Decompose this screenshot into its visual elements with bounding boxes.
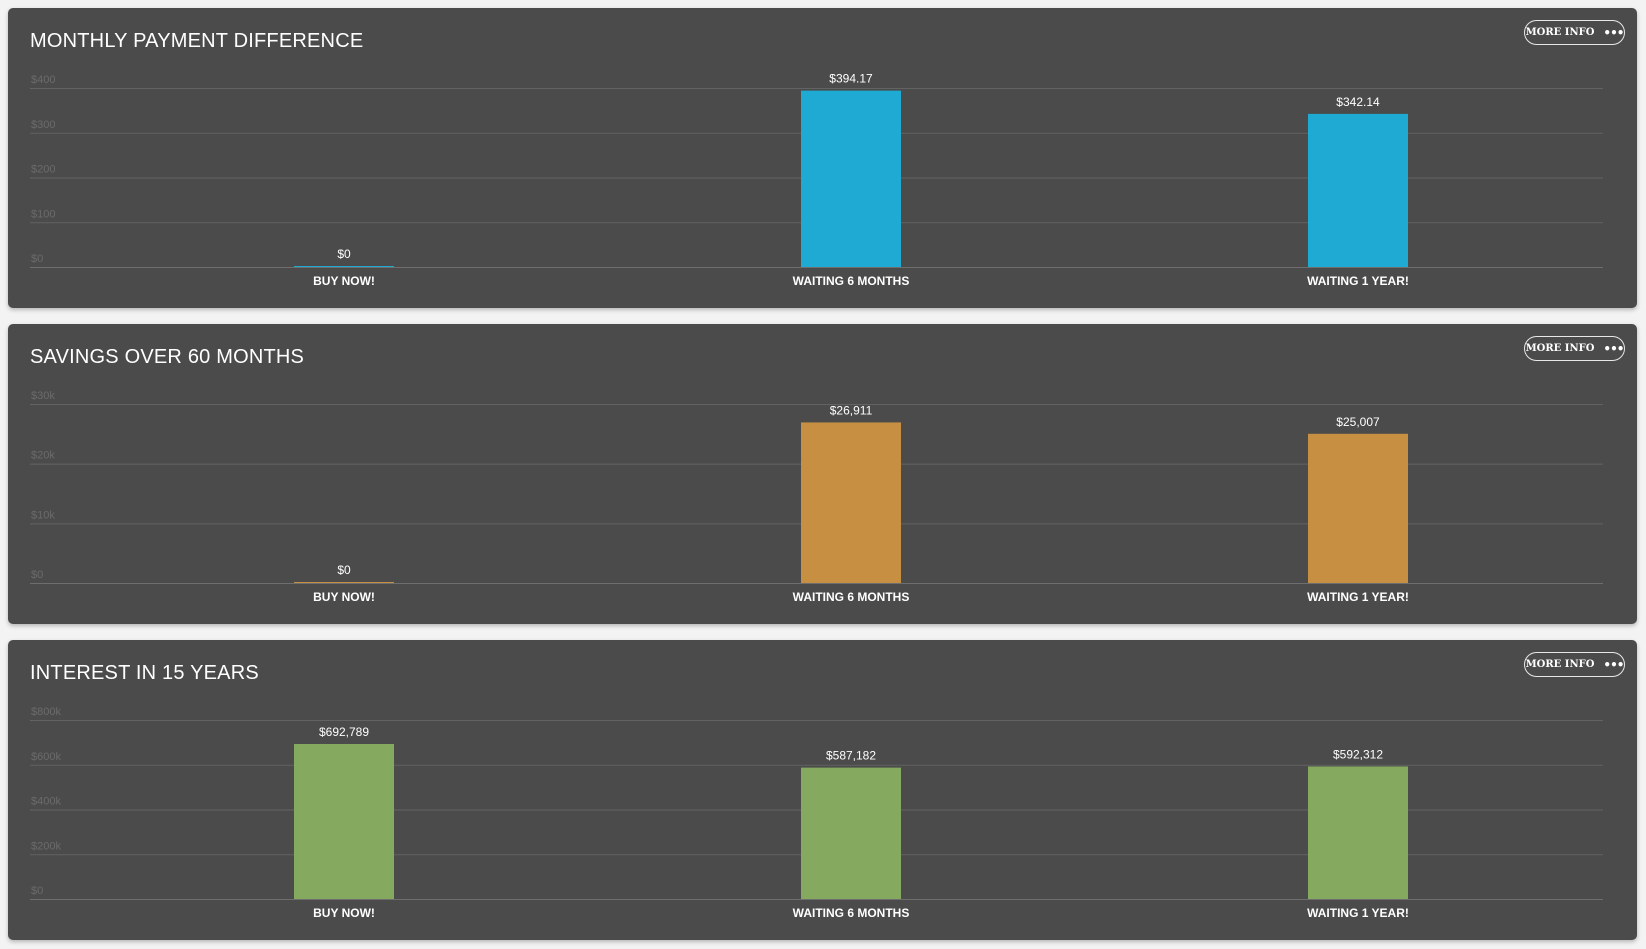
y-tick-label: $20k bbox=[31, 450, 55, 462]
data-label: $25,007 bbox=[1336, 415, 1380, 429]
category-label: WAITING 1 YEAR! bbox=[1307, 590, 1409, 604]
more-info-button[interactable]: MORE INFO ••• bbox=[1524, 652, 1625, 677]
category-label: WAITING 6 MONTHS bbox=[793, 906, 910, 920]
data-label: $394.17 bbox=[829, 72, 873, 86]
more-info-button[interactable]: MORE INFO ••• bbox=[1524, 20, 1625, 45]
data-label: $0 bbox=[337, 563, 351, 577]
panel-title: INTEREST IN 15 YEARS bbox=[30, 662, 259, 684]
savings-bar-chart: $0 $10k $20k $30k $0 BUY NOW! $26,911 WAITING 6… bbox=[30, 390, 1603, 604]
bar bbox=[294, 582, 394, 583]
dots-horizontal-icon: ••• bbox=[1603, 25, 1624, 40]
dots-horizontal-icon: ••• bbox=[1603, 341, 1624, 356]
data-label: $592,312 bbox=[1333, 747, 1383, 761]
category-label: WAITING 6 MONTHS bbox=[793, 590, 910, 604]
y-tick-label: $200k bbox=[31, 840, 61, 852]
bar bbox=[1308, 766, 1408, 899]
bar bbox=[801, 90, 901, 268]
panel-title: MONTHLY PAYMENT DIFFERENCE bbox=[30, 30, 364, 52]
chart-panel-interest: INTEREST IN 15 YEARS MORE INFO ••• $0 $20… bbox=[8, 640, 1637, 940]
category-label: BUY NOW! bbox=[313, 590, 375, 604]
y-tick-label: $800k bbox=[31, 706, 61, 718]
chart-panel-savings: SAVINGS OVER 60 MONTHS MORE INFO ••• $0 $… bbox=[8, 324, 1637, 624]
more-info-label: MORE INFO bbox=[1525, 659, 1595, 670]
y-tick-label: $200 bbox=[31, 164, 55, 176]
interest-bar-chart: $0 $200k $400k $600k $800k $692,789 BUY NOW! $5… bbox=[30, 706, 1603, 920]
bar bbox=[294, 743, 394, 899]
y-tick-label: $100 bbox=[31, 208, 55, 220]
bar bbox=[801, 422, 901, 583]
data-label: $692,789 bbox=[319, 725, 369, 739]
bar bbox=[1308, 433, 1408, 583]
y-tick-label: $400k bbox=[31, 796, 61, 808]
y-tick-label: $0 bbox=[31, 253, 43, 265]
y-tick-label: $600k bbox=[31, 751, 61, 763]
y-tick-label: $30k bbox=[31, 390, 55, 402]
data-label: $342.14 bbox=[1336, 95, 1380, 109]
monthly-payment-bar-chart: $0 $100 $200 $300 $400 $0 BUY NOW! $394.17 WAITI… bbox=[30, 72, 1603, 288]
y-tick-label: $10k bbox=[31, 509, 55, 521]
y-tick-label: $0 bbox=[31, 569, 43, 581]
category-label: WAITING 1 YEAR! bbox=[1307, 906, 1409, 920]
category-label: BUY NOW! bbox=[313, 906, 375, 920]
y-tick-label: $400 bbox=[31, 74, 55, 86]
data-label: $0 bbox=[337, 247, 351, 261]
chart-panel-monthly-payment: MONTHLY PAYMENT DIFFERENCE MORE INFO •••… bbox=[8, 8, 1637, 308]
y-tick-label: $0 bbox=[31, 885, 43, 897]
more-info-label: MORE INFO bbox=[1525, 27, 1595, 38]
bar bbox=[1308, 113, 1408, 267]
data-label: $26,911 bbox=[830, 403, 873, 417]
more-info-label: MORE INFO bbox=[1525, 343, 1595, 354]
data-label: $587,182 bbox=[826, 749, 876, 763]
category-label: WAITING 1 YEAR! bbox=[1307, 274, 1409, 288]
dots-horizontal-icon: ••• bbox=[1603, 657, 1624, 672]
category-label: BUY NOW! bbox=[313, 274, 375, 288]
bar bbox=[294, 266, 394, 267]
panel-title: SAVINGS OVER 60 MONTHS bbox=[30, 346, 305, 368]
bar bbox=[801, 767, 901, 899]
more-info-button[interactable]: MORE INFO ••• bbox=[1524, 336, 1625, 361]
category-label: WAITING 6 MONTHS bbox=[793, 274, 910, 288]
y-tick-label: $300 bbox=[31, 119, 55, 131]
